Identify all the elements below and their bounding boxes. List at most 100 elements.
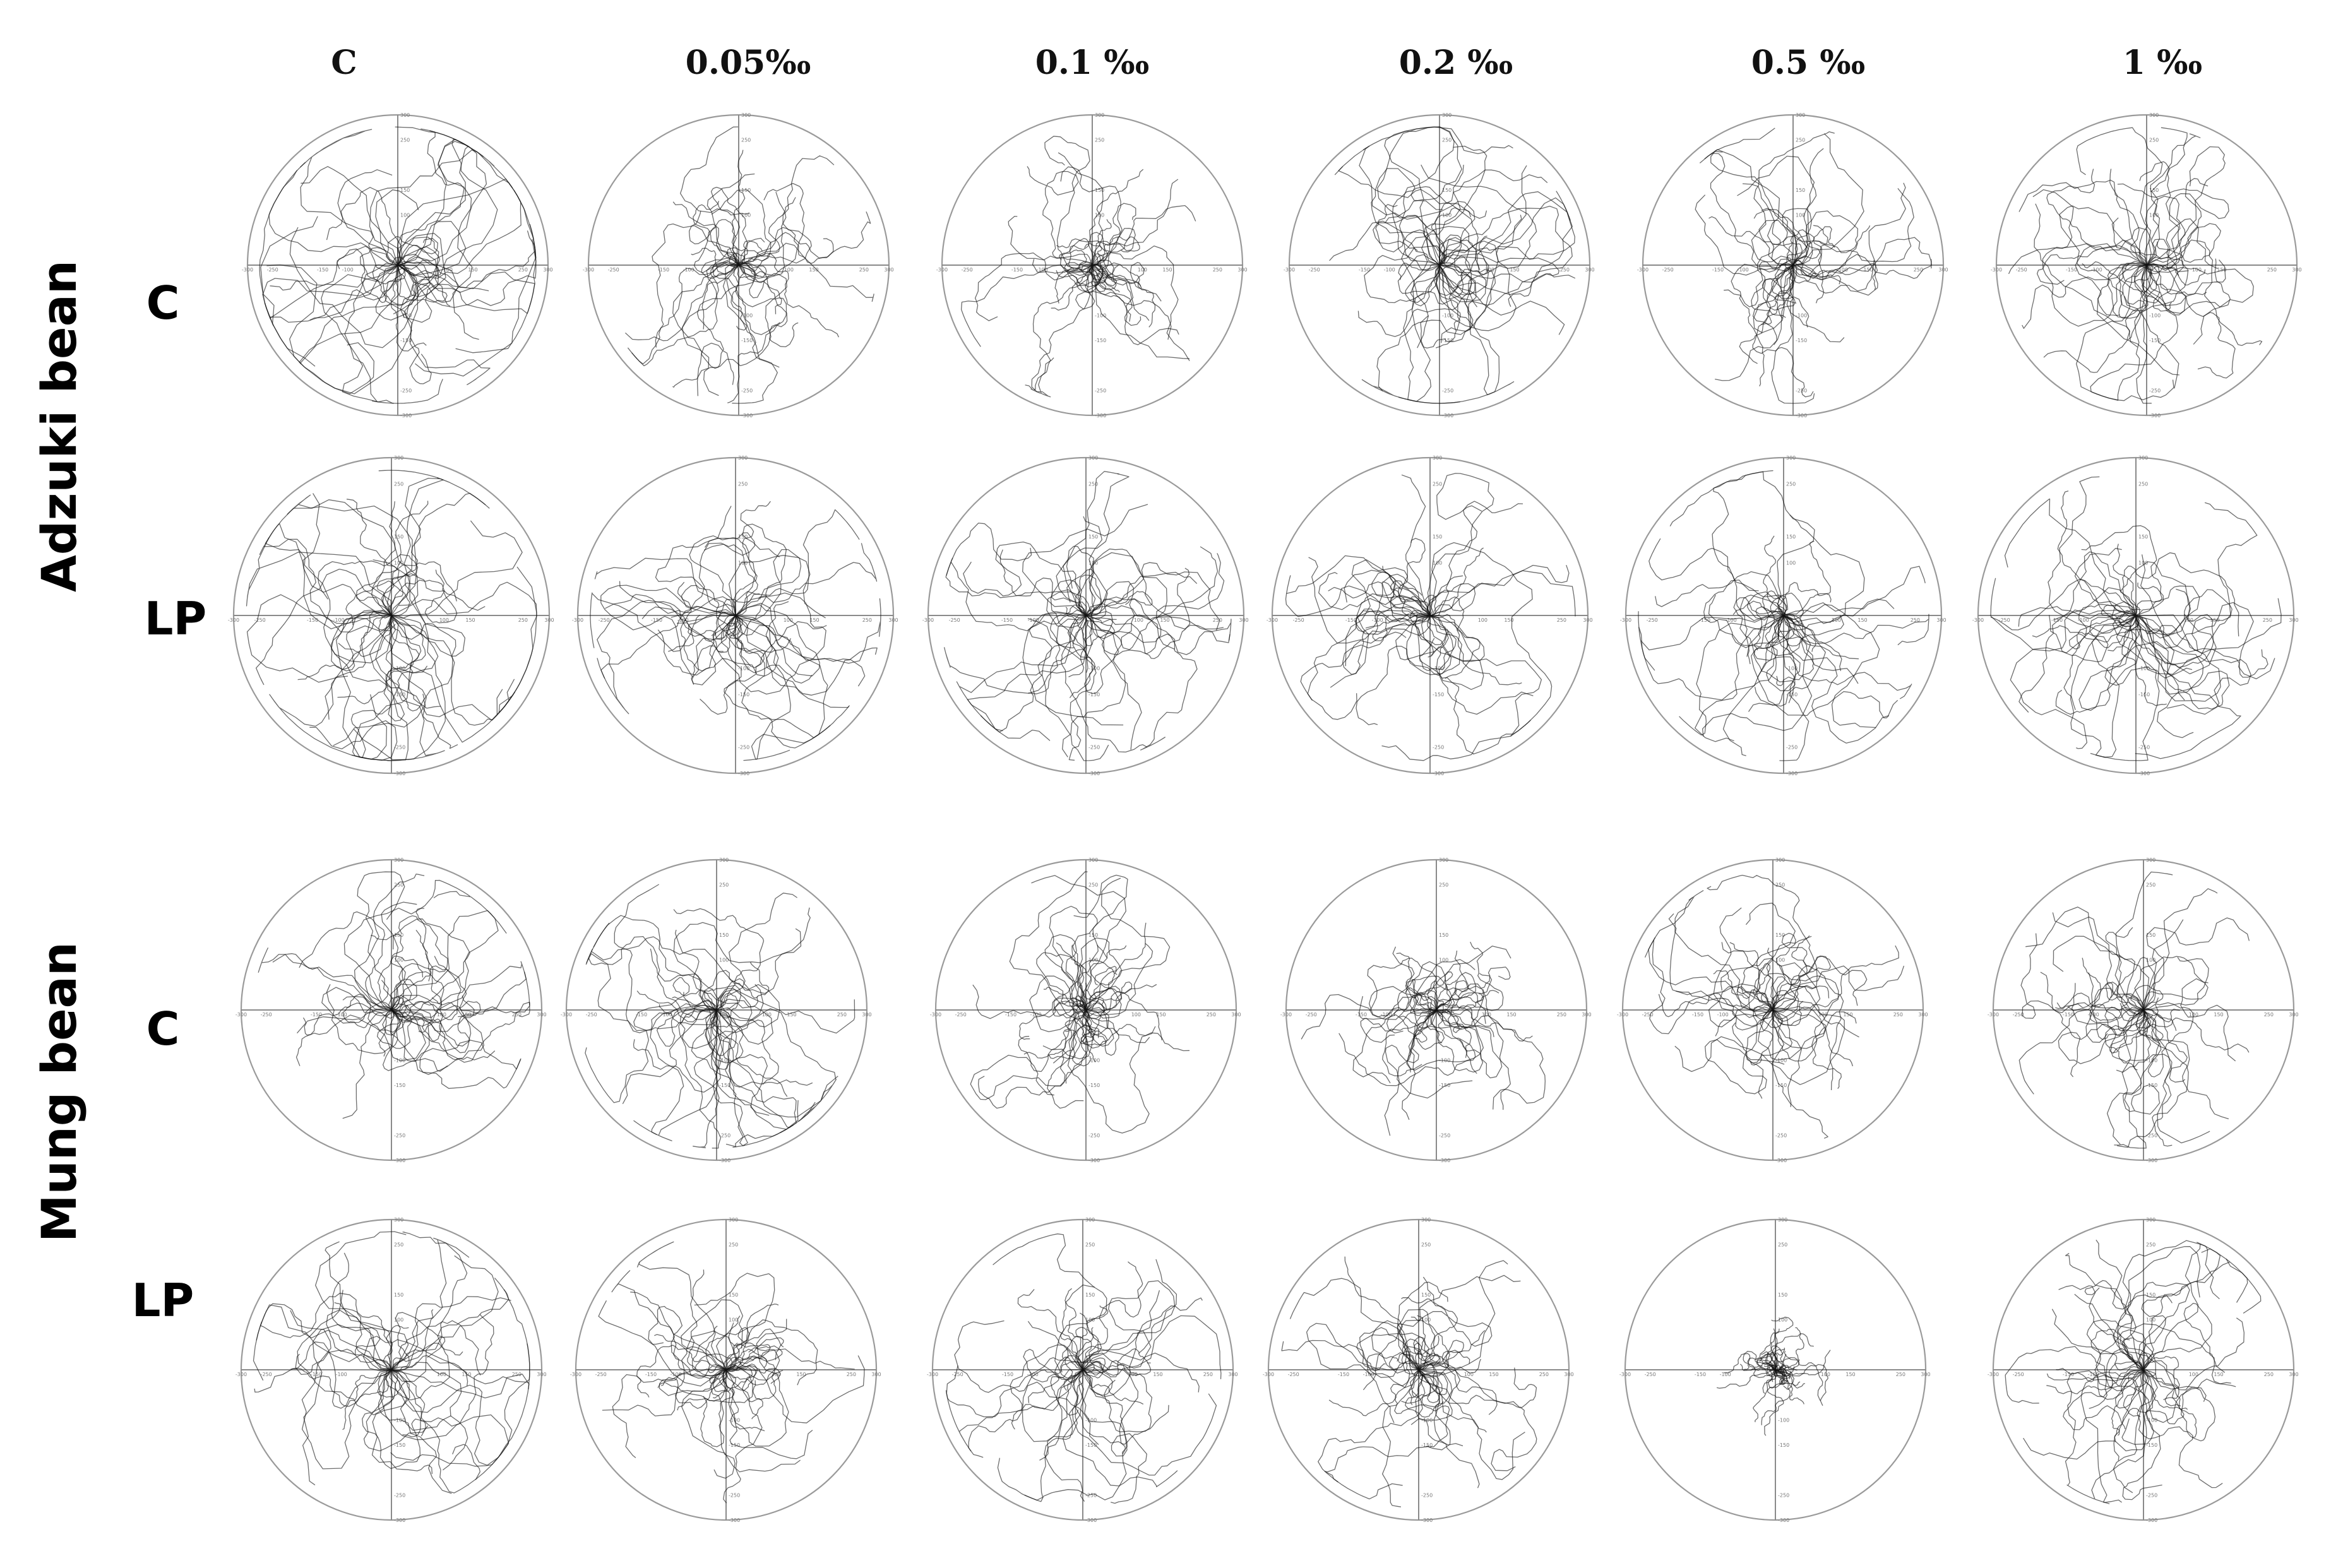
cell-track	[1082, 1360, 1147, 1504]
cell-track	[1429, 542, 1553, 737]
cell-track	[2146, 133, 2201, 266]
cell-track	[376, 573, 486, 616]
cell-track	[1707, 874, 1818, 1011]
y-tick-label: -250	[1088, 744, 1100, 750]
y-tick-label: 250	[1095, 138, 1104, 143]
cell-track	[1704, 151, 1794, 268]
y-tick-label: -300	[400, 413, 412, 419]
cell-track	[1365, 615, 1447, 645]
y-tick-label: -300	[2149, 413, 2161, 419]
cell-track	[2088, 972, 2144, 1023]
cell-track	[1085, 549, 1224, 630]
row-label-adzuki-lp: LP	[145, 592, 207, 645]
y-tick-label: 300	[2149, 112, 2159, 118]
cell-track	[1751, 131, 1835, 269]
cell-track	[735, 615, 828, 760]
cell-track	[1751, 612, 1890, 718]
cell-track	[1412, 1369, 1431, 1398]
cell-track	[2146, 146, 2226, 266]
cell-track	[1712, 470, 1787, 616]
cell-track	[1300, 615, 1431, 720]
cell-track	[1722, 615, 1784, 756]
cell-track	[1990, 578, 2137, 653]
x-tick-label: -300	[1988, 1372, 1999, 1377]
y-tick-label: -100	[719, 1057, 730, 1063]
cell-track	[993, 1233, 1107, 1379]
x-tick-label: 250	[1560, 267, 1570, 273]
y-tick-label: -100	[1442, 312, 1453, 318]
x-tick-label: 150	[1843, 1012, 1852, 1018]
cell-track	[652, 223, 739, 348]
x-tick-label: -300	[1263, 1372, 1274, 1377]
y-tick-label: -300	[1088, 771, 1100, 776]
cell-track	[2096, 1239, 2190, 1370]
x-tick-label: -100	[677, 617, 689, 623]
cell-track	[1792, 237, 1932, 294]
cell-track	[2074, 548, 2137, 616]
cell-track	[1085, 562, 1220, 631]
cell-track	[691, 615, 739, 685]
cell-track	[1783, 598, 1895, 631]
x-tick-label: -100	[671, 1372, 682, 1377]
x-tick-label: -250	[599, 617, 610, 623]
cell-track	[726, 264, 780, 368]
track-plot-mung-control-0.1: -300-300-250-250-150-150-100-10010010015…	[930, 857, 1241, 1163]
cell-track	[2043, 263, 2161, 373]
cell-track	[272, 953, 392, 1011]
cell-track	[2113, 1369, 2147, 1494]
cell-track	[1384, 126, 1462, 266]
cell-track	[2143, 997, 2194, 1078]
cell-track	[1328, 1369, 1419, 1417]
cell-track	[299, 236, 439, 395]
track-plot-mung-control-0.05: -300-300-250-250-150-150-100-10010010015…	[561, 857, 872, 1163]
cell-track	[1772, 1007, 1854, 1067]
cell-track	[673, 908, 765, 1011]
y-tick-label: -100	[394, 1417, 405, 1423]
y-tick-label: 300	[1442, 112, 1452, 118]
cell-track	[391, 1009, 442, 1042]
track-plot-mung-lp-1: -300 -300 -250 -250 -150 -150 -100 -100 100 100 15…	[1988, 1217, 2299, 1523]
cell-track	[1772, 1001, 1804, 1026]
cell-track	[337, 169, 398, 266]
y-tick-label: 150	[719, 932, 729, 938]
cell-track	[694, 1273, 775, 1370]
x-tick-label: -150	[1345, 617, 1357, 623]
cell-track	[356, 501, 396, 616]
x-tick-label: -100	[1372, 617, 1383, 623]
y-tick-label: -300	[1088, 1158, 1100, 1163]
cell-track	[1668, 913, 1774, 1018]
track-plot-mung-control-control: -300-300-250-250-150-150-100-10010010015…	[235, 857, 547, 1163]
cell-track	[2096, 1329, 2236, 1423]
cell-track	[378, 1009, 392, 1057]
cell-track	[1763, 535, 1786, 616]
x-tick-label: 150	[2217, 267, 2226, 273]
cell-track	[689, 532, 756, 616]
group-label-adzuki-bean: Adzuki bean	[31, 260, 87, 592]
cell-track	[954, 1320, 1083, 1393]
cell-track	[1022, 504, 1148, 616]
x-tick-label: -150	[651, 617, 662, 623]
cell-track	[1354, 610, 1431, 636]
cell-track	[716, 961, 770, 1011]
cell-track	[1058, 152, 1104, 266]
cell-track	[733, 264, 799, 348]
y-tick-label: 250	[1421, 1242, 1431, 1248]
cell-track	[1761, 208, 1807, 266]
cell-track	[1049, 906, 1107, 1011]
track-plot-adzuki-control-control: -300-300-250-250-150-150-100-10010010015…	[242, 112, 553, 419]
cell-track	[1747, 1352, 1776, 1379]
y-tick-label: -300	[741, 413, 753, 419]
cell-track	[659, 1365, 784, 1403]
cell-track	[397, 239, 537, 314]
x-tick-label: 250	[859, 267, 869, 273]
y-tick-label: -100	[2138, 665, 2150, 671]
cell-track	[1775, 1363, 1828, 1406]
track-plot-adzuki-lp-0.5: -300-300-250-250-150-150-100-10010010015…	[1620, 455, 1946, 776]
y-tick-label: 100	[394, 958, 403, 963]
cell-track	[309, 615, 427, 750]
x-tick-label: 300	[2289, 617, 2298, 623]
cell-track	[710, 985, 742, 1028]
y-tick-label: -250	[1786, 744, 1797, 750]
cell-track	[371, 934, 404, 1011]
cell-track	[723, 1319, 789, 1447]
